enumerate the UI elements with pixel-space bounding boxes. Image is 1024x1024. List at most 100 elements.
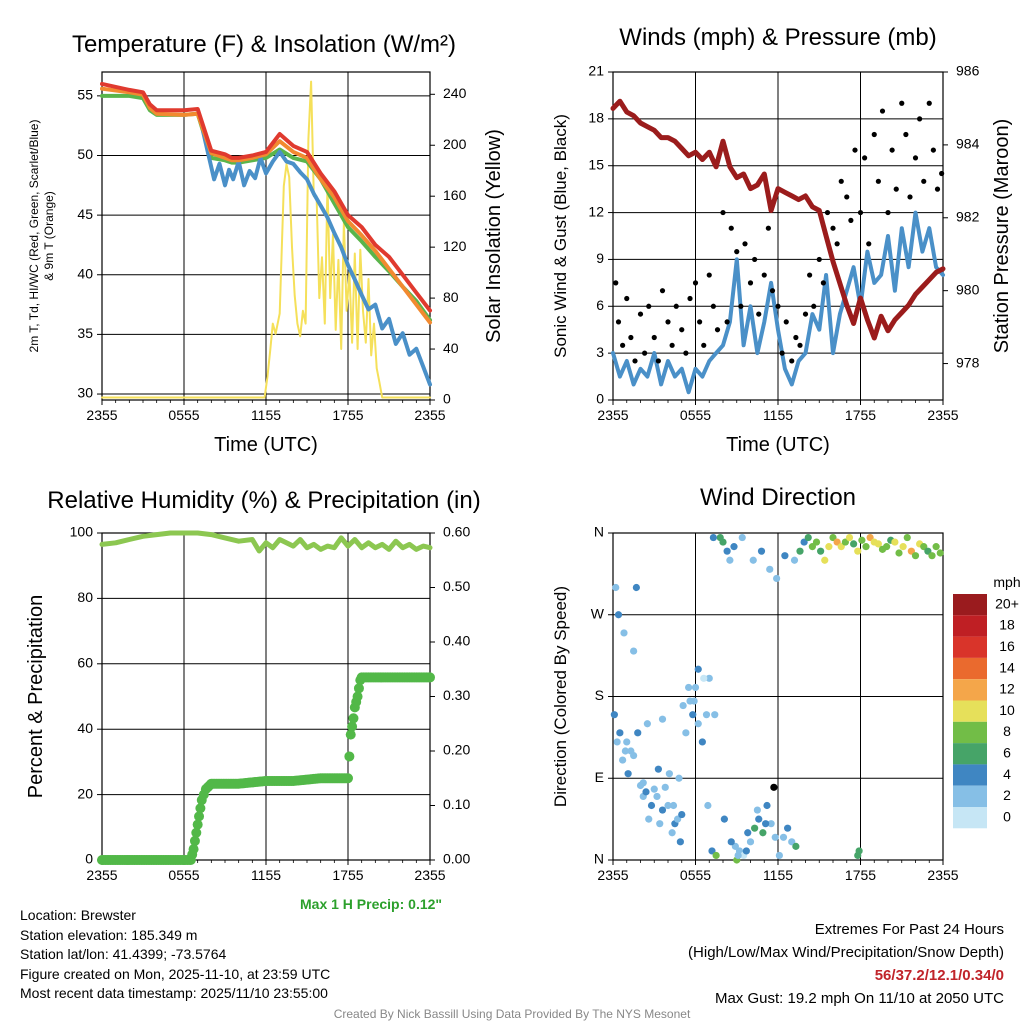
winddir-point (773, 574, 781, 583)
winddir-point (767, 820, 775, 828)
winddir-point (658, 806, 667, 814)
winddir-point (661, 783, 669, 791)
colorbar-swatch (953, 764, 987, 786)
colorbar-swatch (953, 721, 987, 744)
winds-gust-point (628, 334, 634, 341)
winds-gust-point (807, 272, 813, 278)
colorbar-label: 18 (999, 617, 1015, 633)
winddir-point (862, 543, 870, 551)
winds-gust-point (659, 288, 666, 294)
colorbar-label: 0 (1003, 808, 1011, 824)
rh-y-tick-label: 40 (77, 720, 93, 736)
temp-y-tick-label: 45 (77, 206, 93, 222)
temp-y-axis-label-line2: & 9m T (Orange) (42, 191, 56, 281)
colorbar-label: 4 (1003, 766, 1011, 782)
winddir-point (678, 810, 686, 819)
winds-gust-point (756, 311, 762, 317)
winddir-y-tick-label: N (594, 851, 604, 867)
winds-y-axis-label: Sonic Wind & Gust (Blue, Black) (551, 114, 570, 358)
winds-gust-point (747, 280, 754, 286)
colorbar-swatch (953, 636, 987, 658)
rh-series-relative-humidity (99, 530, 433, 554)
winds-gust-point (834, 241, 840, 247)
winds-gust-point (613, 280, 619, 286)
rh-precip-point (192, 819, 203, 830)
colorbar-swatch (953, 807, 987, 829)
winddir-point (734, 851, 742, 860)
rh-y2-tick-label: 0.60 (443, 524, 470, 540)
colorbar-title: mph (993, 574, 1020, 590)
winds-gust-point (642, 350, 648, 356)
winddir-point (679, 701, 687, 710)
winddir-point (719, 538, 727, 546)
rh-precip-point (348, 713, 359, 724)
temp-panel (97, 71, 431, 405)
winds-series-station-pressure (610, 98, 946, 341)
rh-precip-point (194, 811, 205, 822)
recent-timestamp: Most recent data timestamp: 2025/11/10 2… (20, 985, 328, 1001)
winds-gust-point (899, 100, 905, 106)
winds-gust-point (714, 327, 721, 333)
winds-gust-point (761, 272, 767, 278)
winds-gust-point (615, 319, 622, 325)
temp-y2-tick-label: 200 (443, 136, 467, 152)
winds-x-tick-label: 1755 (845, 407, 876, 423)
winds-gust-point (824, 209, 831, 216)
winds-gust-point (820, 280, 826, 286)
winddir-point (781, 552, 789, 560)
winddir-x-tick-label: 2355 (927, 867, 958, 883)
winddir-point (825, 543, 833, 551)
winddir-point (694, 720, 702, 728)
rh-y2-tick-label: 0.10 (443, 796, 470, 812)
winddir-point (928, 552, 936, 560)
winddir-point (634, 729, 642, 737)
winddir-point (612, 583, 620, 592)
temp-y-tick-label: 40 (77, 265, 93, 281)
winds-gust-point (669, 342, 675, 348)
temp-y-tick-label: 35 (77, 325, 93, 341)
winds-gust-point (875, 178, 881, 184)
winddir-point (817, 547, 825, 555)
winddir-point (784, 824, 792, 832)
winds-gust-point (651, 334, 657, 341)
colorbar-label: 6 (1003, 744, 1011, 760)
winddir-point (796, 547, 804, 555)
winddir-point (624, 770, 632, 778)
winds-gust-point (797, 342, 803, 348)
rh-plot-border (101, 532, 431, 861)
colorbar-swatch (953, 679, 987, 701)
winddir-point (675, 774, 683, 782)
winds-series-sonic-wind (611, 210, 945, 395)
winddir-point (613, 738, 621, 746)
winddir-point (730, 543, 738, 551)
rh-precip-point (343, 773, 353, 784)
colorbar-swatch (953, 594, 987, 616)
temp-series-2m-temperature (100, 81, 432, 313)
winddir-point (903, 533, 911, 542)
winddir-point (762, 820, 770, 828)
rh-y2-tick-label: 0.50 (443, 578, 470, 594)
winddir-point (858, 536, 866, 544)
colorbar-label: 2 (1003, 787, 1011, 803)
winds-gust-point (765, 225, 771, 231)
winddir-point (757, 547, 766, 555)
colorbar-swatch (953, 785, 987, 807)
rh-x-tick-label: 2355 (86, 867, 117, 883)
winddir-point (639, 779, 647, 787)
station-info: Location: Brewster Station elevation: 18… (20, 906, 330, 1004)
winddir-point (792, 842, 800, 850)
winds-gust-point (866, 241, 872, 247)
temp-title: Temperature (F) & Insolation (W/m²) (72, 31, 456, 58)
winds-gust-point (724, 319, 730, 325)
winds-y-tick-label: 21 (588, 63, 604, 79)
max-precip-note: Max 1 H Precip: 0.12" (300, 896, 443, 912)
winddir-point (664, 801, 672, 810)
winds-gust-point (720, 209, 726, 216)
winddir-point (738, 533, 746, 542)
rh-y-axis-label: Percent & Precipitation (25, 595, 47, 798)
colorbar-label: 12 (999, 681, 1015, 697)
winddir-x-tick-label: 2355 (597, 867, 628, 883)
winds-gust-point (852, 147, 858, 153)
winds-x-tick-label: 2355 (597, 407, 628, 423)
winds-y-tick-label: 3 (596, 344, 604, 360)
